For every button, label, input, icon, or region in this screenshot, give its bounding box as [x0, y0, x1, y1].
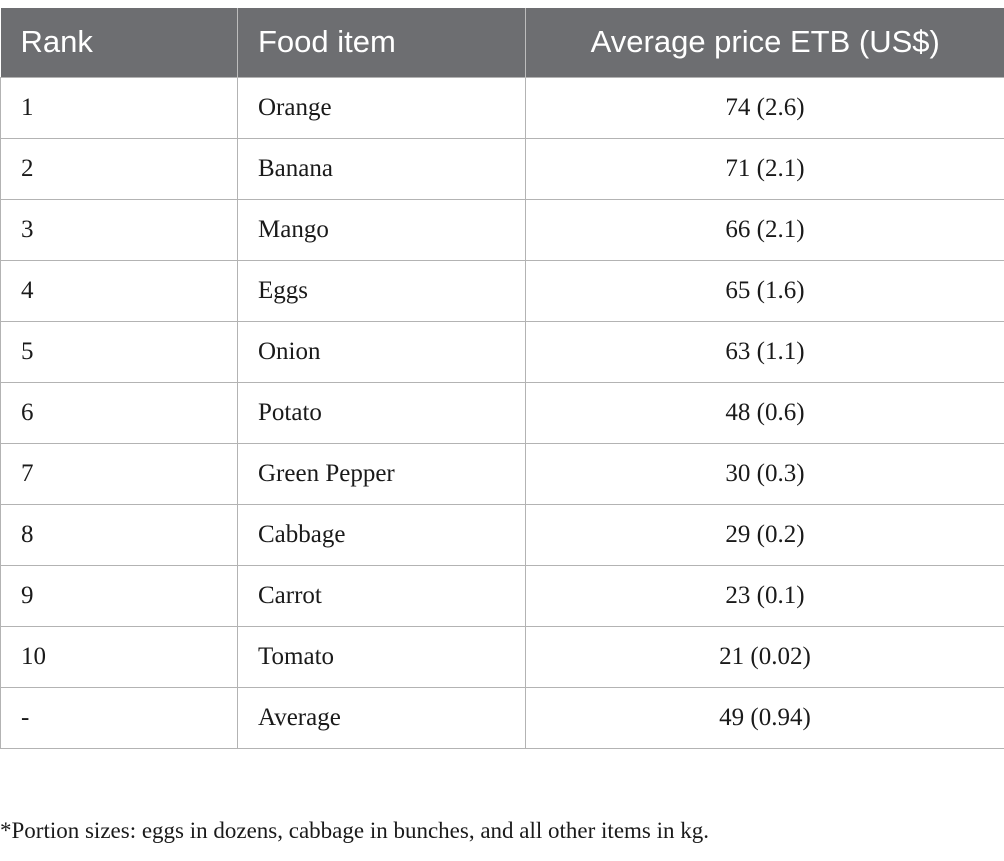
rank-cell: 5: [0, 320, 238, 383]
food-item-cell: Green Pepper: [237, 442, 526, 505]
rank-cell: 9: [0, 564, 238, 627]
food-item-cell: Average: [237, 686, 526, 749]
price-cell: 48 (0.6): [525, 381, 1004, 444]
food-item-cell: Tomato: [237, 625, 526, 688]
price-cell: 23 (0.1): [525, 564, 1004, 627]
price-cell: 49 (0.94): [525, 686, 1004, 749]
table-header: Rank Food item Average price ETB (US$): [0, 8, 1004, 77]
header-average-price: Average price ETB (US$): [525, 8, 1004, 77]
table-footnote: *Portion sizes: eggs in dozens, cabbage …: [0, 818, 710, 843]
rank-cell: 4: [0, 259, 238, 322]
price-cell: 66 (2.1): [525, 198, 1004, 261]
table-row: 5 Onion 63 (1.1): [0, 320, 1004, 383]
average-row: - Average 49 (0.94): [0, 686, 1004, 749]
table-row: 9 Carrot 23 (0.1): [0, 564, 1004, 627]
rank-cell: 7: [0, 442, 238, 505]
food-item-cell: Carrot: [237, 564, 526, 627]
table-row: 8 Cabbage 29 (0.2): [0, 503, 1004, 566]
rank-cell: 3: [0, 198, 238, 261]
price-cell: 30 (0.3): [525, 442, 1004, 505]
table-row: 1 Orange 74 (2.6): [0, 76, 1004, 139]
table-row: 7 Green Pepper 30 (0.3): [0, 442, 1004, 505]
header-food-item: Food item: [237, 8, 526, 77]
table-row: 2 Banana 71 (2.1): [0, 137, 1004, 200]
food-item-cell: Banana: [237, 137, 526, 200]
price-cell: 63 (1.1): [525, 320, 1004, 383]
rank-cell: 1: [0, 76, 238, 139]
food-item-cell: Orange: [237, 76, 526, 139]
table-row: 6 Potato 48 (0.6): [0, 381, 1004, 444]
header-row: Rank Food item Average price ETB (US$): [0, 8, 1004, 77]
food-item-cell: Mango: [237, 198, 526, 261]
table-body: 1 Orange 74 (2.6) 2 Banana 71 (2.1) 3 Ma…: [0, 76, 1004, 749]
rank-cell: 10: [0, 625, 238, 688]
food-item-cell: Cabbage: [237, 503, 526, 566]
table-row: 4 Eggs 65 (1.6): [0, 259, 1004, 322]
price-cell: 29 (0.2): [525, 503, 1004, 566]
rank-cell: 8: [0, 503, 238, 566]
price-cell: 65 (1.6): [525, 259, 1004, 322]
food-item-cell: Eggs: [237, 259, 526, 322]
rank-cell: 6: [0, 381, 238, 444]
price-cell: 74 (2.6): [525, 76, 1004, 139]
table-row: 10 Tomato 21 (0.02): [0, 625, 1004, 688]
header-rank: Rank: [0, 8, 238, 77]
food-price-table: Rank Food item Average price ETB (US$) 1…: [0, 8, 1004, 749]
food-item-cell: Potato: [237, 381, 526, 444]
price-cell: 21 (0.02): [525, 625, 1004, 688]
price-cell: 71 (2.1): [525, 137, 1004, 200]
table-row: 3 Mango 66 (2.1): [0, 198, 1004, 261]
rank-cell: -: [0, 686, 238, 749]
food-item-cell: Onion: [237, 320, 526, 383]
rank-cell: 2: [0, 137, 238, 200]
